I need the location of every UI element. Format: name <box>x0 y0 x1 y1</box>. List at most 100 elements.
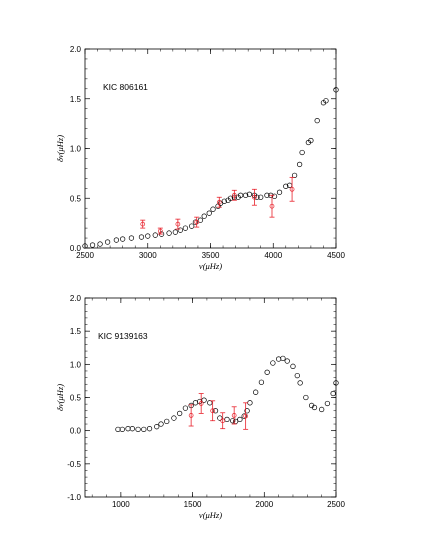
y-tick-label: 0.5 <box>70 394 82 403</box>
model-point <box>258 379 265 385</box>
observed-point <box>157 228 163 234</box>
model-point <box>119 426 125 432</box>
model-point <box>324 400 331 407</box>
observed-point <box>289 186 295 192</box>
x-tick-label: 2000 <box>255 500 273 509</box>
x-tick-label: 4000 <box>264 251 282 260</box>
model-point <box>270 360 276 366</box>
model-point <box>119 236 126 242</box>
observed-point <box>216 199 222 205</box>
model-point <box>129 426 135 432</box>
model-point <box>283 183 289 189</box>
observed-point <box>220 418 226 424</box>
model-point <box>264 192 270 198</box>
bottom-panel-ylabel: δν(μHz) <box>55 384 65 411</box>
model-point <box>166 230 172 236</box>
model-point <box>237 192 244 198</box>
observed-point <box>231 413 237 418</box>
top-panel-xlabel: ν(μHz) <box>199 261 222 271</box>
model-point <box>280 355 286 362</box>
observed-point <box>175 221 181 227</box>
y-tick-label: 1.0 <box>70 145 82 154</box>
model-point <box>125 426 131 432</box>
model-point <box>264 369 270 375</box>
y-tick-label: 0.0 <box>70 427 82 436</box>
observed-point <box>252 194 257 200</box>
observed-point <box>210 408 216 414</box>
model-point <box>241 413 247 419</box>
model-point <box>330 390 336 397</box>
model-point <box>242 192 249 198</box>
x-tick-label: 3000 <box>139 251 157 260</box>
observed-point <box>140 221 146 227</box>
model-point <box>253 389 259 395</box>
model-point <box>227 195 234 201</box>
observed-point <box>188 413 194 418</box>
y-tick-label: 2.0 <box>70 294 82 303</box>
model-point <box>237 416 243 423</box>
model-point <box>128 235 135 241</box>
observed-point <box>243 413 248 419</box>
bottom-panel-marks <box>115 355 339 432</box>
model-point <box>294 372 300 379</box>
model-point <box>154 424 160 430</box>
x-tick-label: 2500 <box>327 500 345 509</box>
model-point <box>210 206 216 212</box>
model-point <box>89 242 96 248</box>
model-point <box>275 356 282 362</box>
model-point <box>197 217 204 223</box>
model-point <box>247 400 253 406</box>
model-point <box>177 227 184 233</box>
model-point <box>207 400 213 406</box>
model-point <box>291 172 298 179</box>
model-point <box>201 397 207 403</box>
y-tick-label: 0.5 <box>70 194 82 203</box>
model-point <box>192 400 199 406</box>
model-point <box>152 232 158 238</box>
model-point <box>224 416 230 423</box>
model-point <box>244 408 250 414</box>
model-point <box>177 410 183 417</box>
y-tick-label: 2.0 <box>70 45 82 54</box>
model-point <box>171 415 177 421</box>
model-point <box>135 426 141 432</box>
model-point <box>297 380 303 386</box>
top-panel-marks <box>82 87 339 249</box>
top-panel-ticks: 2500 3000 3500 4000 4500 0.0 0.5 1.0 1.5 2.0 <box>70 45 346 260</box>
model-point <box>113 237 120 243</box>
model-point <box>314 117 320 124</box>
model-point <box>164 418 170 425</box>
model-point <box>319 406 325 413</box>
model-point <box>299 149 305 156</box>
model-point <box>296 161 303 168</box>
model-point <box>308 137 314 144</box>
model-point <box>145 233 151 239</box>
top-panel: KIC 806161 ν(μHz) δν(μHz) 2500 3000 3500 40… <box>55 45 345 271</box>
model-point <box>141 426 147 432</box>
model-point <box>115 426 121 432</box>
x-tick-label: 3500 <box>202 251 220 260</box>
model-point <box>276 189 283 195</box>
model-point <box>172 229 179 235</box>
model-point <box>104 239 111 245</box>
y-tick-label: 1.5 <box>70 95 82 104</box>
model-point <box>82 243 88 249</box>
model-point <box>138 234 145 240</box>
model-point <box>311 404 318 411</box>
x-tick-label: 2500 <box>76 251 94 260</box>
y-tick-label: 1.5 <box>70 327 82 336</box>
bottom-panel-frame <box>84 297 337 498</box>
observed-point <box>269 203 275 209</box>
observed-point <box>198 401 204 406</box>
model-point <box>97 241 103 247</box>
model-point <box>290 363 296 369</box>
model-point <box>217 415 223 421</box>
top-panel-annotation: KIC 806161 <box>103 82 148 92</box>
y-tick-label: 0.0 <box>70 244 82 253</box>
model-point <box>201 213 207 219</box>
model-point <box>303 394 309 401</box>
model-point <box>323 98 329 104</box>
model-point <box>206 210 212 216</box>
model-point <box>189 223 195 229</box>
